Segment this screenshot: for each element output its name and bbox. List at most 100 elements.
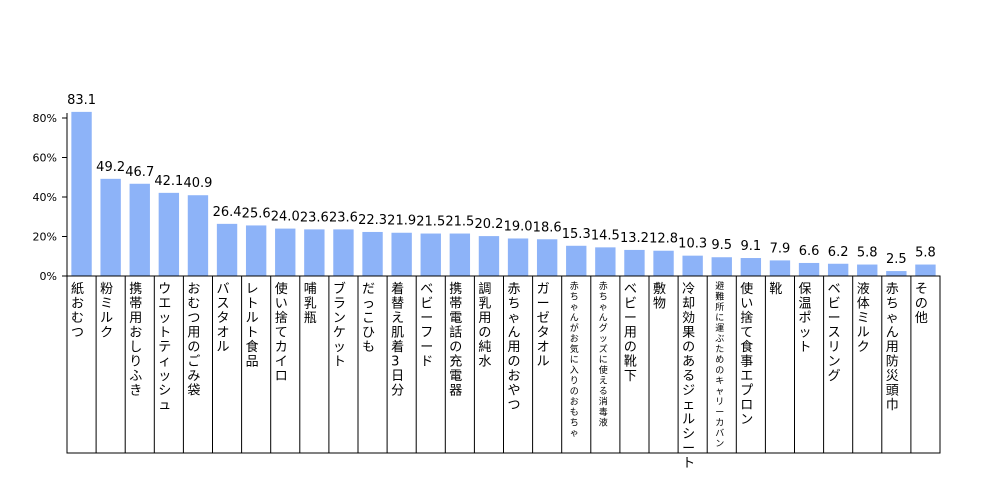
value-label: 46.7: [125, 165, 154, 180]
value-label: 22.3: [358, 213, 387, 228]
value-label: 5.8: [915, 246, 936, 261]
value-label: 9.1: [741, 239, 762, 254]
category-label: ガーゼタオル: [537, 282, 550, 370]
y-tick-label: 80%: [33, 112, 57, 125]
value-labels: 83.149.2 46.742.1 40.926.4 25.6 24.0 23.6 23.6…: [67, 93, 936, 267]
y-tick-label: 20%: [33, 231, 57, 244]
bar: [827, 263, 849, 276]
bar: [711, 257, 732, 276]
value-label: 19.0: [504, 219, 533, 234]
category-label: 調乳用の純水: [478, 282, 491, 370]
bar: [187, 195, 209, 276]
bar: [333, 229, 354, 276]
category-label: 粉ミルク: [100, 282, 113, 341]
value-label: 6.6: [799, 244, 820, 259]
category-label: 使い捨てカイロ: [275, 281, 288, 384]
y-tick-label: 0%: [40, 270, 57, 283]
bar: [158, 192, 180, 276]
bar: [624, 249, 645, 276]
value-label: 23.6: [329, 210, 358, 225]
value-label: 5.8: [857, 246, 878, 261]
category-label: 靴: [769, 282, 782, 297]
category-label: 哺乳瓶: [304, 282, 317, 326]
bar: [653, 250, 674, 276]
value-label: 42.1: [154, 174, 183, 189]
category-label: 携帯電話の充電器: [449, 281, 462, 399]
value-label: 23.6: [300, 210, 329, 225]
bar: [449, 233, 471, 276]
bar: [100, 178, 121, 276]
category-label: 液体ミルク: [857, 282, 870, 355]
bar: [391, 232, 412, 276]
bar: [275, 228, 296, 276]
category-label: 紙おむつ: [71, 282, 84, 341]
category-label: 敷物: [653, 282, 666, 312]
category-label: 冷却効果のあるジェルシート: [682, 282, 695, 471]
value-label: 2.5: [886, 252, 907, 267]
category-label: その他: [915, 282, 928, 326]
category-label: ブランケット: [333, 281, 346, 370]
value-label: 26.4: [213, 205, 242, 220]
value-label: 49.2: [96, 160, 125, 175]
category-label: 使い捨て食事エプロン: [740, 281, 753, 428]
bar: [478, 236, 500, 276]
bar: [420, 233, 441, 276]
value-label: 10.3: [678, 237, 707, 252]
category-label: ベビースリング: [828, 282, 841, 384]
bar: [71, 111, 92, 276]
bar: [798, 262, 820, 276]
category-label: 赤ちゃんがお気に入りのおもちゃ: [570, 281, 579, 439]
value-label: 83.1: [67, 93, 96, 108]
category-label: 保温ポット: [799, 282, 812, 355]
value-label: 21.5: [445, 215, 474, 230]
category-label: 着替え肌着 3 日分: [391, 281, 404, 399]
value-label: 18.6: [533, 220, 562, 235]
value-label: 20.2: [474, 217, 503, 232]
category-label: 赤ちゃん用のおやつ: [508, 282, 521, 413]
bar: [245, 225, 267, 276]
y-tick-label: 40%: [33, 191, 57, 204]
bars: [71, 111, 936, 276]
value-label: 14.5: [591, 228, 620, 243]
bar: [857, 264, 878, 276]
bar: [682, 255, 703, 276]
category-label: ウエットティッシュ: [158, 282, 171, 413]
category-label: レトルト食品: [246, 282, 259, 370]
bar: [566, 245, 587, 276]
bar: [740, 258, 762, 276]
category-label: だっこひも: [362, 282, 375, 355]
bar: [769, 260, 791, 276]
bar: [304, 229, 325, 276]
category-label: 赤ちゃん用防災頭巾: [886, 282, 899, 413]
category-label: ベビーフード: [420, 282, 433, 370]
value-label: 21.5: [416, 215, 445, 230]
value-label: 13.2: [620, 231, 649, 246]
bar: [216, 223, 238, 276]
value-label: 40.9: [183, 176, 212, 191]
value-label: 7.9: [770, 241, 791, 256]
value-label: 15.3: [562, 227, 591, 242]
value-label: 21.9: [387, 214, 416, 229]
value-label: 25.6: [242, 206, 271, 221]
bar: [886, 271, 907, 276]
bar: [362, 231, 383, 276]
category-label: ベビー用の靴下: [624, 282, 637, 384]
bar: [129, 183, 150, 276]
value-label: 9.5: [711, 238, 732, 253]
category-label: 避難所に運ぶためのキャリーカバン: [715, 280, 724, 450]
bar: [507, 238, 529, 276]
value-label: 12.8: [649, 232, 678, 247]
y-axis: 0% 20% 40% 60% 80%: [33, 112, 68, 283]
category-label: バスタオル: [217, 282, 230, 355]
bar: [536, 239, 558, 276]
category-label: おむつ用のごみ袋: [187, 282, 200, 399]
value-label: 6.2: [828, 245, 849, 260]
y-tick-label: 60%: [33, 152, 57, 165]
category-label: 赤ちゃんグッズに使える消毒液: [599, 281, 608, 429]
bar: [915, 264, 936, 276]
category-label: 携帯用おしりふき: [129, 281, 142, 399]
value-label: 24.0: [271, 210, 300, 225]
category-table: 紙おむつ 粉ミルク 携帯用おしりふき ウエットティッシュ おむつ用のごみ袋 バスタオル レト…: [66, 275, 941, 471]
bar: [595, 247, 616, 276]
